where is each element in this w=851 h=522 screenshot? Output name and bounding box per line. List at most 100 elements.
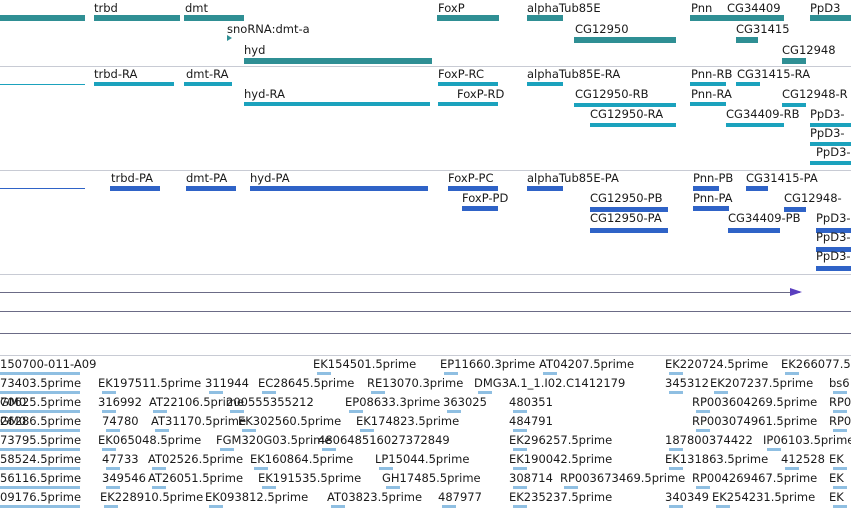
protein-bar-cg12950-pb[interactable] — [590, 207, 668, 212]
gene-bar-cg34409[interactable] — [726, 15, 784, 21]
gene-bar-cg12950[interactable] — [574, 37, 676, 43]
est-feature-mark[interactable] — [104, 505, 118, 508]
est-feature-mark[interactable] — [513, 448, 527, 451]
est-feature-mark[interactable] — [696, 429, 710, 432]
protein-bar-cg12950-pa[interactable] — [590, 228, 668, 233]
protein-bar-hyd-pa[interactable] — [250, 186, 428, 191]
est-feature-mark[interactable] — [785, 467, 799, 470]
est-feature-mark[interactable] — [106, 486, 120, 489]
gene-bar-trbd[interactable] — [94, 15, 180, 21]
est-track[interactable]: 150700-011-A09 EK154501.5prime EP11660.3pr… — [0, 355, 851, 522]
transcript-bar-foxp-rc[interactable] — [438, 82, 498, 86]
protein-track[interactable]: trbd-PA dmt-PA hyd-PA FoxP-PC FoxP-PD al… — [0, 170, 851, 274]
est-feature-mark[interactable] — [209, 391, 223, 394]
gene-bar-hyd[interactable] — [244, 58, 432, 64]
gene-track[interactable]: trbd dmt snoRNA:dmt-a hyd FoxP alphaTub8… — [0, 0, 851, 66]
est-feature-mark[interactable] — [102, 448, 116, 451]
est-feature-mark[interactable] — [669, 372, 683, 375]
est-feature-mark[interactable] — [317, 372, 331, 375]
est-feature-mark[interactable] — [220, 448, 234, 451]
est-feature-mark[interactable] — [513, 505, 527, 508]
est-feature-mark[interactable] — [543, 372, 557, 375]
est-feature-mark[interactable] — [331, 505, 345, 508]
gene-bar[interactable] — [0, 15, 85, 21]
gene-bar-alphatub85e[interactable] — [527, 15, 563, 21]
est-feature-mark[interactable] — [669, 505, 683, 508]
est-feature-mark[interactable] — [386, 486, 400, 489]
transcript-bar-cg34409-rb[interactable] — [726, 123, 784, 127]
est-feature-mark[interactable] — [669, 467, 683, 470]
transcript-track[interactable]: trbd-RA dmt-RA hyd-RA FoxP-RC FoxP-RD al… — [0, 66, 851, 168]
est-feature-mark[interactable] — [102, 391, 116, 394]
protein-bar-pnn-pa[interactable] — [693, 206, 729, 211]
transcript-bar-pnn-ra[interactable] — [690, 102, 726, 106]
est-feature-mark[interactable] — [513, 429, 527, 432]
transcript-bar-cg12950-rb[interactable] — [574, 103, 676, 107]
est-feature-mark[interactable] — [696, 410, 710, 413]
gene-bar-cg31415[interactable] — [736, 37, 758, 43]
est-feature-mark[interactable] — [106, 429, 120, 432]
est-feature-mark[interactable] — [833, 410, 847, 413]
protein-bar-trbd-pa[interactable] — [110, 186, 160, 191]
est-feature-mark[interactable] — [767, 448, 781, 451]
est-feature-mark[interactable] — [106, 467, 120, 470]
est-feature-mark[interactable] — [0, 505, 80, 508]
transcript-bar-cg31415-ra[interactable] — [736, 82, 760, 86]
est-feature-mark[interactable] — [513, 467, 527, 470]
est-feature-mark[interactable] — [155, 429, 169, 432]
protein-bar-pnn-pb[interactable] — [693, 186, 719, 191]
est-feature-mark[interactable] — [833, 391, 847, 394]
reference-arrow-marker[interactable] — [790, 288, 802, 296]
transcript-bar-hyd-ra[interactable] — [244, 102, 430, 106]
est-feature-mark[interactable] — [4, 429, 18, 432]
est-feature-mark[interactable] — [379, 467, 393, 470]
est-feature-mark[interactable] — [153, 410, 167, 413]
est-feature-mark[interactable] — [0, 448, 80, 451]
protein-bar-ppd3-1[interactable] — [816, 228, 851, 233]
gene-bar-ppd3[interactable] — [810, 15, 851, 21]
est-feature-mark[interactable] — [152, 467, 166, 470]
est-feature-mark[interactable] — [833, 505, 847, 508]
transcript-bar-cg12950-ra[interactable] — [590, 123, 676, 127]
est-feature-mark[interactable] — [262, 486, 276, 489]
est-feature-mark[interactable] — [4, 410, 18, 413]
gene-bar-dmt[interactable] — [184, 15, 244, 21]
est-feature-mark[interactable] — [371, 391, 385, 394]
est-feature-mark[interactable] — [360, 429, 374, 432]
est-feature-mark[interactable] — [262, 391, 276, 394]
est-feature-mark[interactable] — [349, 410, 363, 413]
transcript-bar-ppd3-1[interactable] — [810, 123, 851, 127]
protein-bar-foxp-pd[interactable] — [462, 206, 498, 211]
transcript-bar-alphatub85e-ra[interactable] — [527, 82, 563, 86]
transcript-bar-pnn-rb[interactable] — [690, 82, 726, 86]
protein-bar-ppd3-3[interactable] — [816, 266, 851, 271]
protein-bar-cg31415-pa[interactable] — [746, 186, 768, 191]
est-feature-mark[interactable] — [833, 486, 847, 489]
est-feature-mark[interactable] — [716, 505, 730, 508]
transcript-bar-ppd3-2[interactable] — [810, 142, 851, 146]
est-feature-mark[interactable] — [669, 391, 683, 394]
transcript-bar-ppd3-3[interactable] — [810, 161, 851, 165]
transcript-bar-foxp-rd[interactable] — [438, 102, 498, 106]
transcript-bar-cg12948[interactable] — [782, 103, 806, 107]
gene-bar-cg12948[interactable] — [782, 58, 806, 64]
est-feature-mark[interactable] — [242, 429, 256, 432]
est-feature-mark[interactable] — [447, 410, 461, 413]
est-feature-mark[interactable] — [0, 429, 80, 432]
protein-bar-cg12948[interactable] — [784, 207, 806, 212]
est-feature-mark[interactable] — [669, 448, 683, 451]
est-feature-mark[interactable] — [478, 391, 492, 394]
protein-bar-cg34409-pb[interactable] — [728, 228, 780, 233]
est-feature-mark[interactable] — [444, 372, 458, 375]
est-feature-mark[interactable] — [254, 467, 268, 470]
est-feature-mark[interactable] — [0, 467, 80, 470]
reference-track[interactable] — [0, 278, 851, 340]
est-feature-mark[interactable] — [0, 410, 80, 413]
est-feature-mark[interactable] — [152, 486, 166, 489]
est-feature-mark[interactable] — [833, 467, 847, 470]
est-feature-mark[interactable] — [102, 410, 116, 413]
snorna-marker[interactable] — [227, 35, 232, 41]
est-feature-mark[interactable] — [564, 486, 578, 489]
protein-bar-foxp-pc[interactable] — [448, 186, 498, 191]
